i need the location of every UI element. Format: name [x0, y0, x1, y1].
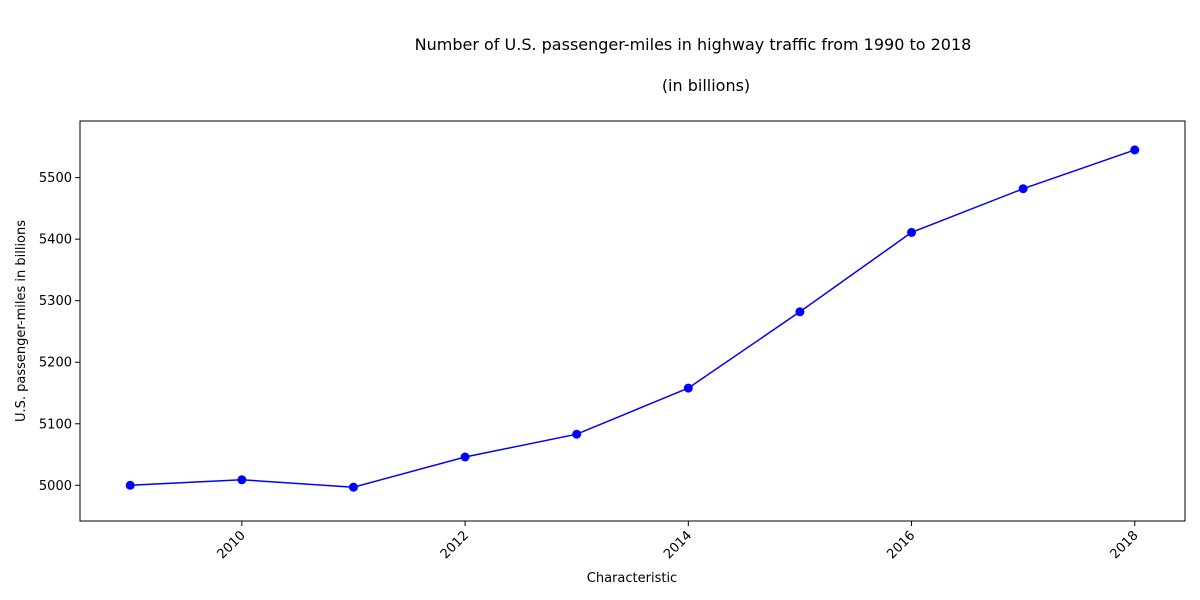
chart-title: Number of U.S. passenger-miles in highwa…	[415, 35, 972, 54]
y-tick-label: 5500	[39, 171, 72, 186]
x-tick-label: 2018	[1108, 528, 1142, 562]
chart-subtitle: (in billions)	[662, 76, 750, 95]
data-point	[460, 452, 470, 462]
data-point	[572, 429, 582, 439]
series-markers	[125, 145, 1140, 492]
x-tick-label: 2012	[438, 528, 472, 562]
data-point	[907, 227, 917, 237]
data-point	[683, 383, 693, 393]
y-axis-label: U.S. passenger-miles in billions	[14, 220, 29, 422]
y-tick-label: 5100	[39, 417, 72, 432]
x-tick-label: 2016	[884, 528, 918, 562]
x-tick-label: 2010	[215, 528, 249, 562]
y-tick-label: 5400	[39, 233, 72, 248]
data-point	[125, 480, 135, 490]
x-axis: 2010 2012 2014 2016 2018	[215, 521, 1142, 562]
y-tick-label: 5300	[39, 294, 72, 309]
y-tick-label: 5000	[39, 479, 72, 494]
data-point	[1018, 184, 1028, 194]
x-tick-label: 2014	[661, 528, 695, 562]
data-point	[237, 475, 247, 485]
data-point	[348, 482, 358, 492]
data-point	[795, 307, 805, 317]
y-axis: 5000 5100 5200 5300 5400 5500	[39, 171, 80, 494]
y-tick-label: 5200	[39, 356, 72, 371]
x-axis-label: Characteristic	[587, 571, 677, 586]
series-line	[130, 149, 1136, 488]
data-point	[1130, 145, 1140, 155]
plot-frame	[79, 120, 1186, 522]
